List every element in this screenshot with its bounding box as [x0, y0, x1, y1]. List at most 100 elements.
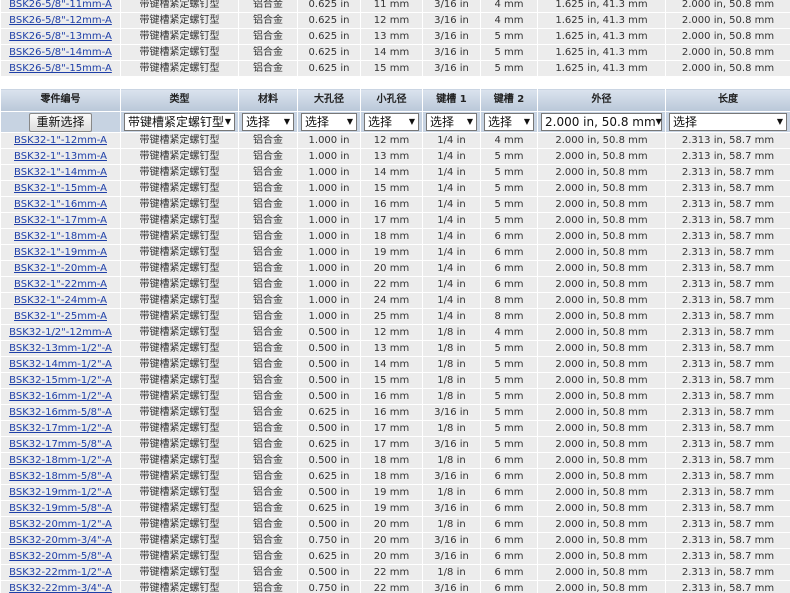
part-link[interactable]: BSK32-1"-14mm-A	[14, 166, 107, 178]
cell: 17 mm	[360, 436, 423, 453]
cell: 18 mm	[360, 228, 423, 245]
cell: 2.000 in, 50.8 mm	[537, 180, 666, 197]
part-link[interactable]: BSK32-1"-18mm-A	[14, 230, 107, 242]
cell: 8 mm	[480, 308, 538, 325]
filter-select[interactable]: 选择 ▼	[301, 113, 357, 131]
cell: 6 mm	[480, 276, 538, 293]
part-link[interactable]: BSK32-1"-22mm-A	[14, 278, 107, 290]
cell: 1.000 in	[297, 180, 361, 197]
part-link[interactable]: BSK32-19mm-1/2"-A	[9, 486, 112, 498]
filter-select[interactable]: 2.000 in, 50.8 mm ▼	[541, 113, 662, 131]
cell: 1.625 in, 41.3 mm	[537, 12, 666, 29]
part-link[interactable]: BSK32-1"-17mm-A	[14, 214, 107, 226]
cell: 2.000 in, 50.8 mm	[665, 0, 790, 13]
cell: 22 mm	[360, 580, 423, 593]
part-link[interactable]: BSK26-5/8"-14mm-A	[9, 46, 112, 58]
part-link[interactable]: BSK32-1"-13mm-A	[14, 150, 107, 162]
cell: 2.000 in, 50.8 mm	[537, 548, 666, 565]
cell: 1.625 in, 41.3 mm	[537, 0, 666, 13]
cell: 4 mm	[480, 132, 538, 149]
cell: 3/16 in	[422, 532, 481, 549]
column-header[interactable]: 长度	[665, 88, 790, 112]
filter-select[interactable]: 选择 ▼	[242, 113, 294, 131]
column-header[interactable]: 材料	[238, 88, 298, 112]
part-link[interactable]: BSK32-1"-16mm-A	[14, 198, 107, 210]
column-header[interactable]: 键槽 1	[422, 88, 481, 112]
cell: 19 mm	[360, 244, 423, 261]
cell: 2.000 in, 50.8 mm	[537, 484, 666, 501]
cell: 2.313 in, 58.7 mm	[665, 500, 790, 517]
cell: 5 mm	[480, 60, 538, 77]
filter-select[interactable]: 选择 ▼	[364, 113, 419, 131]
filter-select[interactable]: 选择 ▼	[426, 113, 477, 131]
column-header[interactable]: 小孔径	[360, 88, 423, 112]
cell: 2.313 in, 58.7 mm	[665, 420, 790, 437]
cell: BSK32-1"-15mm-A	[0, 180, 121, 197]
column-header[interactable]: 外径	[537, 88, 666, 112]
table-row: BSK26-5/8"-11mm-A 带键槽紧定螺钉型 铝合金 0.625 in 11 m…	[0, 0, 790, 13]
cell: 6 mm	[480, 564, 538, 581]
part-link[interactable]: BSK32-1"-25mm-A	[14, 310, 107, 322]
cell: BSK32-1/2"-12mm-A	[0, 324, 121, 341]
filter-select[interactable]: 选择 ▼	[484, 113, 534, 131]
column-header[interactable]: 零件编号	[0, 88, 121, 112]
cell: BSK32-16mm-1/2"-A	[0, 388, 121, 405]
cell: BSK32-1"-22mm-A	[0, 276, 121, 293]
cell: 4 mm	[480, 324, 538, 341]
part-link[interactable]: BSK32-14mm-1/2"-A	[9, 358, 112, 370]
part-link[interactable]: BSK32-22mm-3/4"-A	[9, 582, 112, 593]
part-link[interactable]: BSK32-1"-24mm-A	[14, 294, 107, 306]
part-link[interactable]: BSK32-19mm-5/8"-A	[9, 502, 112, 514]
part-link[interactable]: BSK32-15mm-1/2"-A	[9, 374, 112, 386]
part-link[interactable]: BSK32-17mm-5/8"-A	[9, 438, 112, 450]
cell: 1/4 in	[422, 148, 481, 165]
part-link[interactable]: BSK32-1"-12mm-A	[14, 134, 107, 146]
cell: 1/8 in	[422, 516, 481, 533]
cell: 1/8 in	[422, 340, 481, 357]
cell: 15 mm	[360, 60, 423, 77]
part-link[interactable]: BSK32-20mm-1/2"-A	[9, 518, 112, 530]
part-link[interactable]: BSK32-1/2"-12mm-A	[9, 326, 112, 338]
part-link[interactable]: BSK32-20mm-5/8"-A	[9, 550, 112, 562]
cell: 2.000 in, 50.8 mm	[537, 356, 666, 373]
part-link[interactable]: BSK32-22mm-1/2"-A	[9, 566, 112, 578]
part-link[interactable]: BSK32-1"-20mm-A	[14, 262, 107, 274]
part-link[interactable]: BSK26-5/8"-11mm-A	[9, 0, 112, 10]
part-link[interactable]: BSK32-18mm-5/8"-A	[9, 470, 112, 482]
column-header[interactable]: 键槽 2	[480, 88, 538, 112]
part-link[interactable]: BSK32-18mm-1/2"-A	[9, 454, 112, 466]
cell: 2.000 in, 50.8 mm ▼	[537, 111, 666, 133]
part-link[interactable]: BSK26-5/8"-13mm-A	[9, 30, 112, 42]
part-link[interactable]: BSK32-16mm-1/2"-A	[9, 390, 112, 402]
cell: 选择 ▼	[665, 111, 790, 133]
cell: 2.313 in, 58.7 mm	[665, 340, 790, 357]
cell: 0.750 in	[297, 580, 361, 593]
cell: 1/8 in	[422, 484, 481, 501]
part-link[interactable]: BSK32-17mm-1/2"-A	[9, 422, 112, 434]
part-link[interactable]: BSK32-13mm-1/2"-A	[9, 342, 112, 354]
cell: BSK32-13mm-1/2"-A	[0, 340, 121, 357]
filter-select[interactable]: 选择 ▼	[669, 113, 787, 131]
cell: 5 mm	[480, 340, 538, 357]
cell: 1/4 in	[422, 292, 481, 309]
part-link[interactable]: BSK32-20mm-3/4"-A	[9, 534, 112, 546]
part-link[interactable]: BSK32-1"-15mm-A	[14, 182, 107, 194]
reset-button[interactable]: 重新选择	[29, 112, 92, 132]
part-link[interactable]: BSK32-1"-19mm-A	[14, 246, 107, 258]
cell: 1.000 in	[297, 308, 361, 325]
cell: 铝合金	[238, 436, 298, 453]
cell: 选择 ▼	[238, 111, 298, 133]
cell: 0.500 in	[297, 516, 361, 533]
part-link[interactable]: BSK26-5/8"-15mm-A	[9, 62, 112, 74]
cell: 1/4 in	[422, 132, 481, 149]
select-value: 选择	[368, 115, 393, 129]
part-link[interactable]: BSK26-5/8"-12mm-A	[9, 14, 112, 26]
column-header[interactable]: 大孔径	[297, 88, 361, 112]
cell: 1.625 in, 41.3 mm	[537, 28, 666, 45]
part-link[interactable]: BSK32-16mm-5/8"-A	[9, 406, 112, 418]
filter-select[interactable]: 带键槽紧定螺钉型 ▼	[124, 113, 235, 131]
cell: 0.500 in	[297, 388, 361, 405]
cell: 19 mm	[360, 500, 423, 517]
column-header[interactable]: 类型	[120, 88, 239, 112]
cell: 3/16 in	[422, 404, 481, 421]
